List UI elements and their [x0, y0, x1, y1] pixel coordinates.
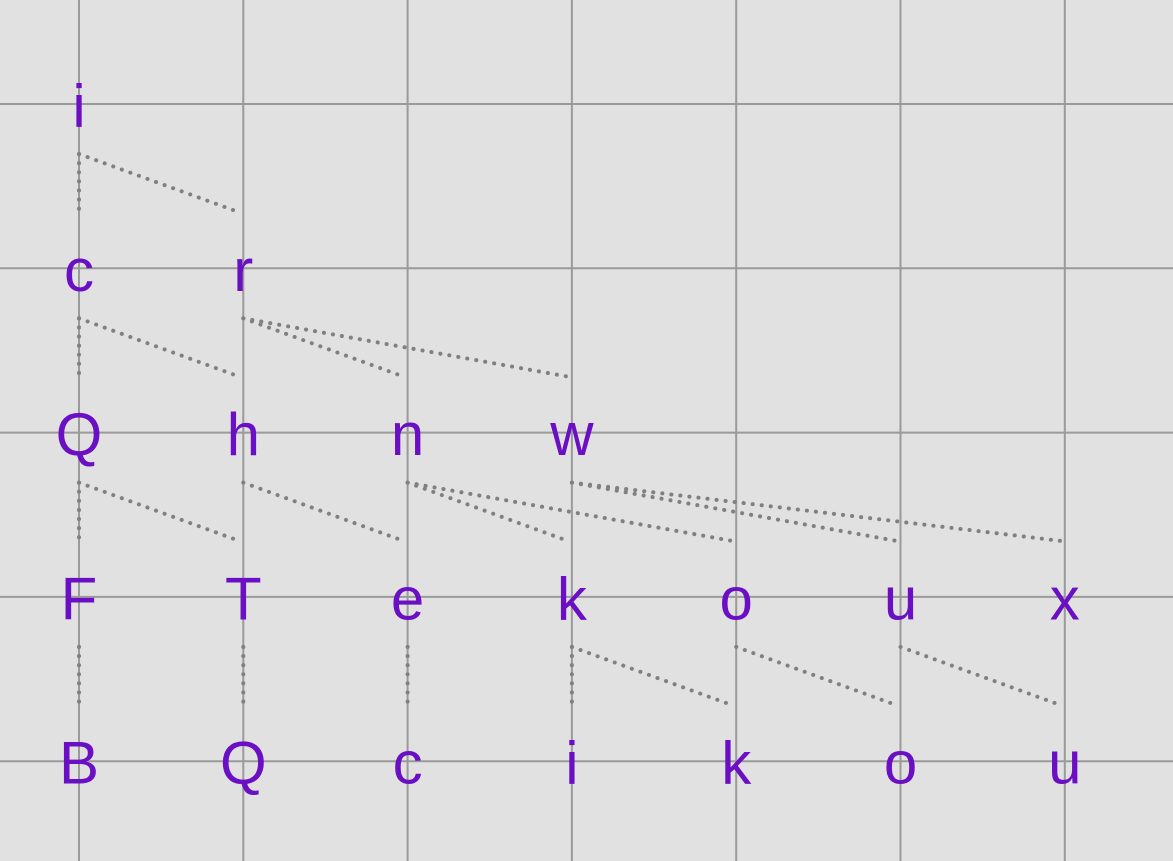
- node-label: o: [720, 565, 753, 632]
- node-label: o: [884, 730, 917, 797]
- edges: [77, 152, 1063, 708]
- tree-edge: [241, 316, 406, 379]
- node-label: e: [391, 565, 424, 632]
- node-label: T: [225, 565, 262, 632]
- tree-edge: [569, 644, 735, 708]
- node-label: Q: [220, 730, 267, 797]
- tree-edge: [734, 644, 899, 708]
- tree-edge: [569, 480, 1063, 543]
- node-label: u: [884, 565, 917, 632]
- node-label: x: [1050, 565, 1080, 632]
- tree-edge: [77, 480, 242, 543]
- tree-edge: [405, 480, 570, 543]
- tree-edge: [77, 152, 242, 215]
- node-label: h: [227, 401, 260, 468]
- node-label: F: [61, 565, 98, 632]
- node-label: r: [233, 237, 253, 304]
- node-label: u: [1048, 730, 1081, 797]
- node-label: i: [565, 730, 578, 797]
- node-label: n: [391, 401, 424, 468]
- node-label: i: [72, 73, 85, 140]
- tree-edge: [569, 480, 899, 543]
- node-label: c: [64, 237, 94, 304]
- node-label: Q: [56, 401, 103, 468]
- tree-edge: [77, 316, 242, 379]
- node-label: w: [549, 401, 594, 468]
- node-label: c: [393, 730, 423, 797]
- node-label: k: [557, 565, 588, 632]
- node-label: B: [59, 730, 99, 797]
- tree-edge: [241, 480, 406, 543]
- tree-edge: [241, 316, 570, 379]
- tree-edge: [405, 480, 735, 543]
- tree-edge: [898, 644, 1063, 708]
- node-label: k: [721, 730, 752, 797]
